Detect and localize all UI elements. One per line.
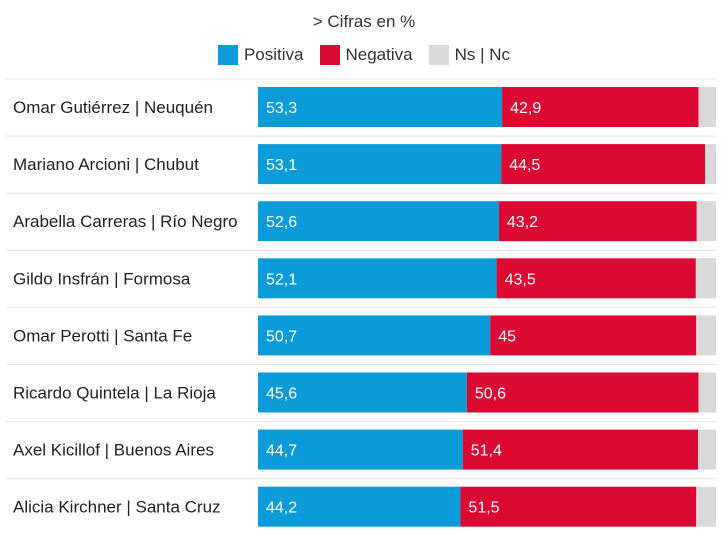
legend-item-positiva: Positiva xyxy=(217,45,304,65)
bar-segment-nsnc xyxy=(696,486,716,527)
data-label-positiva: 53,1 xyxy=(266,157,297,174)
bar-segment-positiva xyxy=(258,486,461,527)
bar-segment-positiva xyxy=(258,429,463,470)
data-label-negativa: 43,5 xyxy=(505,271,536,288)
category-label: Arabella Carreras | Río Negro xyxy=(13,212,238,231)
bar-segment-negativa xyxy=(466,372,699,413)
data-label-negativa: 43,2 xyxy=(507,214,538,231)
bar-segment-nsnc xyxy=(705,144,716,185)
bar-segment-nsnc xyxy=(698,372,716,413)
legend-item-nsnc: Ns | Nc xyxy=(428,45,511,65)
bar-segment-positiva xyxy=(258,258,497,299)
legend-item-negativa: Negativa xyxy=(319,45,413,65)
chart-subtitle: > Cifras en % xyxy=(312,12,416,31)
bar-segment-positiva xyxy=(258,372,467,413)
bar-segment-negativa xyxy=(502,87,699,127)
data-label-negativa: 51,4 xyxy=(471,443,502,460)
bar-segment-negativa xyxy=(490,315,697,356)
bar-segment-negativa xyxy=(460,486,697,527)
data-label-negativa: 42,9 xyxy=(510,100,541,117)
bar-segment-positiva xyxy=(258,87,503,127)
category-label: Gildo Insfrán | Formosa xyxy=(13,269,191,288)
category-label: Omar Perotti | Santa Fe xyxy=(13,326,192,345)
bar-segment-negativa xyxy=(462,429,699,470)
bar-segment-positiva xyxy=(258,315,491,356)
bar-segment-positiva xyxy=(258,144,502,185)
bar-segment-negativa xyxy=(496,258,696,299)
data-label-positiva: 52,6 xyxy=(266,214,297,231)
legend-swatch-positiva xyxy=(217,45,238,65)
data-label-positiva: 44,7 xyxy=(266,443,297,460)
data-label-positiva: 52,1 xyxy=(266,271,297,288)
bar-segment-nsnc xyxy=(696,201,716,242)
data-label-negativa: 50,6 xyxy=(475,386,506,403)
category-label: Alicia Kirchner | Santa Cruz xyxy=(13,498,221,517)
data-label-positiva: 53,3 xyxy=(266,100,297,117)
category-label: Omar Gutiérrez | Neuquén xyxy=(13,98,213,117)
legend-swatch-nsnc xyxy=(428,45,449,65)
data-label-negativa: 51,5 xyxy=(468,500,499,517)
data-label-positiva: 44,2 xyxy=(266,500,297,517)
bar-segment-negativa xyxy=(501,144,706,185)
category-label: Ricardo Quintela | La Rioja xyxy=(13,384,216,403)
bar-segment-positiva xyxy=(258,201,499,242)
bar-segment-nsnc xyxy=(698,429,716,470)
category-label: Mariano Arcioni | Chubut xyxy=(13,155,199,174)
bar-segment-nsnc xyxy=(698,87,716,127)
data-label-negativa: 45 xyxy=(498,328,516,345)
chart-legend: Positiva Negativa Ns | Nc xyxy=(0,45,728,65)
legend-label-negativa: Negativa xyxy=(345,45,413,64)
category-label: Axel Kicillof | Buenos Aires xyxy=(13,441,214,460)
legend-label-positiva: Positiva xyxy=(243,45,304,64)
data-label-positiva: 45,6 xyxy=(266,386,297,403)
legend-label-nsnc: Ns | Nc xyxy=(454,45,511,64)
bar-segment-nsnc xyxy=(695,258,716,299)
bar-segment-negativa xyxy=(498,201,697,242)
legend-swatch-negativa xyxy=(319,45,340,65)
data-label-positiva: 50,7 xyxy=(266,328,297,345)
bar-segment-nsnc xyxy=(696,315,716,356)
data-label-negativa: 44,5 xyxy=(509,157,540,174)
